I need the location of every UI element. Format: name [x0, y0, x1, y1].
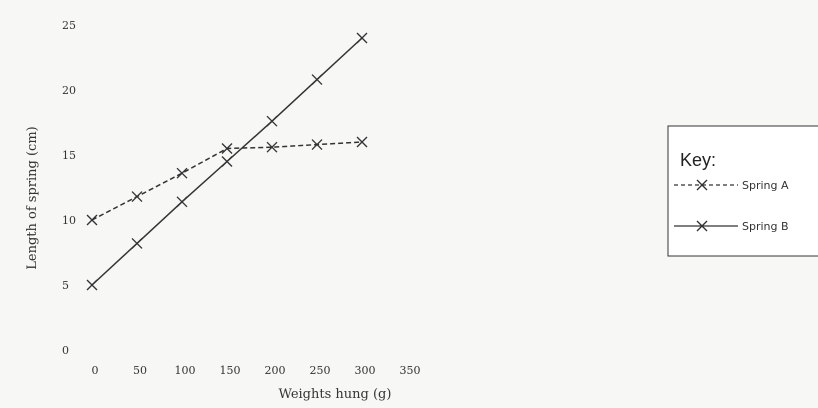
x-tick-label: 50 — [133, 364, 147, 377]
x-tick-label: 250 — [310, 364, 331, 377]
x-axis-label: Weights hung (g) — [279, 387, 392, 402]
y-tick-label: 15 — [62, 149, 76, 162]
series-spring-b — [86, 32, 368, 291]
data-point — [221, 143, 233, 154]
x-tick-label: 150 — [220, 364, 241, 377]
y-tick-label: 5 — [62, 279, 69, 292]
legend-entry: Spring B — [674, 220, 789, 233]
x-tick-label: 350 — [400, 364, 421, 377]
y-tick-label: 25 — [62, 19, 76, 32]
series-spring-a — [86, 136, 368, 226]
legend-marker — [696, 179, 708, 191]
series-layer — [86, 32, 368, 291]
data-point — [266, 141, 278, 153]
data-point — [131, 191, 143, 203]
data-point — [266, 115, 278, 127]
y-tick-label: 20 — [62, 84, 76, 97]
legend-box — [667, 125, 818, 257]
data-point — [356, 32, 368, 44]
x-tick-label: 0 — [92, 364, 99, 377]
x-tick-label: 100 — [175, 364, 196, 377]
data-point — [86, 214, 98, 226]
x-tick-label: 200 — [265, 364, 286, 377]
y-tick-label: 10 — [62, 214, 76, 227]
legend: Key: Spring A Spring B — [667, 125, 818, 257]
y-axis-ticks: 0 5 10 15 20 25 — [62, 19, 76, 357]
legend-label: Spring B — [742, 220, 789, 233]
y-tick-label: 0 — [62, 344, 69, 357]
y-axis-label: Length of spring (cm) — [25, 126, 40, 269]
series-line — [91, 141, 363, 221]
data-point — [221, 156, 233, 167]
data-point — [356, 136, 368, 148]
legend-entry: Spring A — [674, 179, 789, 192]
legend-marker — [696, 220, 708, 232]
legend-title: Key: — [680, 150, 716, 170]
data-point — [176, 196, 188, 208]
data-point — [311, 139, 323, 151]
data-point — [311, 74, 323, 86]
data-point — [176, 167, 188, 179]
legend-label: Spring A — [742, 179, 789, 192]
data-point — [131, 237, 143, 249]
x-axis-ticks: 0 50 100 150 200 250 300 350 — [92, 364, 421, 377]
x-tick-label: 300 — [355, 364, 376, 377]
data-point — [86, 279, 98, 291]
